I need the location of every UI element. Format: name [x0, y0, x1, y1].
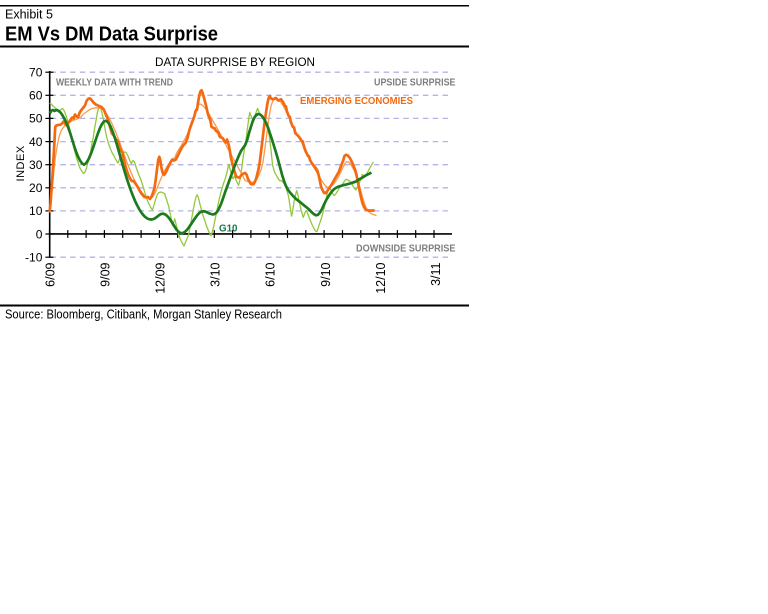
svg-text:3/10: 3/10: [209, 262, 223, 286]
svg-text:20: 20: [29, 181, 43, 195]
svg-text:G10: G10: [219, 223, 238, 234]
svg-text:Source: Bloomberg, Citibank, M: Source: Bloomberg, Citibank, Morgan Stan…: [5, 308, 282, 322]
svg-text:6/09: 6/09: [43, 262, 57, 286]
svg-text:DOWNSIDE SURPRISE: DOWNSIDE SURPRISE: [356, 243, 456, 254]
svg-text:30: 30: [29, 158, 43, 172]
svg-text:0: 0: [36, 227, 43, 241]
svg-text:10: 10: [29, 204, 43, 218]
svg-text:EM Vs DM Data Surprise: EM Vs DM Data Surprise: [5, 23, 218, 46]
svg-text:Exhibit 5: Exhibit 5: [5, 8, 53, 22]
svg-text:3/11: 3/11: [429, 262, 443, 285]
svg-text:60: 60: [29, 89, 43, 103]
svg-text:-10: -10: [25, 251, 43, 265]
svg-text:UPSIDE SURPRISE: UPSIDE SURPRISE: [374, 77, 456, 88]
svg-text:EMERGING ECONOMIES: EMERGING ECONOMIES: [300, 95, 413, 107]
svg-text:INDEX: INDEX: [15, 145, 27, 181]
svg-text:9/10: 9/10: [319, 262, 333, 286]
svg-text:12/10: 12/10: [374, 262, 388, 293]
svg-text:50: 50: [29, 112, 43, 126]
svg-text:9/09: 9/09: [99, 262, 113, 286]
svg-text:WEEKLY DATA WITH TREND: WEEKLY DATA WITH TREND: [56, 77, 173, 88]
svg-text:70: 70: [29, 66, 43, 80]
svg-text:6/10: 6/10: [264, 262, 278, 286]
svg-text:40: 40: [29, 135, 43, 149]
svg-text:12/09: 12/09: [154, 262, 168, 293]
svg-text:DATA SURPRISE BY REGION: DATA SURPRISE BY REGION: [155, 55, 315, 69]
